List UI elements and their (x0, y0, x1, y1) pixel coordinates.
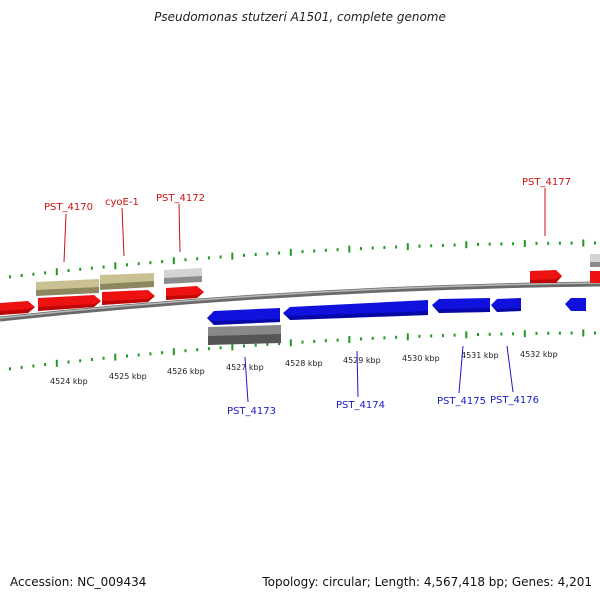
gene-arrow-pst-4174[interactable] (283, 300, 428, 320)
ruler-label: 4525 kbp (109, 372, 147, 381)
feature-box[interactable] (164, 268, 202, 284)
feature-box[interactable] (590, 254, 600, 267)
genome-title: Pseudomonas stutzeri A1501, complete gen… (154, 10, 446, 24)
gene-label-pst-4172[interactable]: PST_4172 (156, 193, 205, 204)
gene-arrow-cyoe-1[interactable] (102, 290, 155, 305)
ruler-label: 4527 kbp (226, 363, 264, 372)
ruler-label: 4530 kbp (402, 354, 440, 363)
gene-arrow-pst-4176[interactable] (491, 298, 521, 312)
ruler-label: 4531 kbp (461, 351, 499, 360)
leader-line (63, 213, 67, 263)
ruler-label: 4528 kbp (285, 359, 323, 368)
ruler-label: 4532 kbp (520, 350, 558, 359)
inner-tick-track (9, 329, 596, 371)
gene-arrow-pst-4177[interactable] (530, 270, 562, 283)
accession-text: Accession: NC_009434 (10, 575, 147, 589)
outer-tick-track (9, 239, 596, 279)
gene-arrow-reverse[interactable] (565, 298, 586, 311)
gene-label-pst-4175[interactable]: PST_4175 (437, 396, 486, 407)
gene-label-pst-4174[interactable]: PST_4174 (336, 400, 385, 411)
feature-box[interactable] (208, 325, 281, 345)
gene-label-leaders (63, 188, 546, 403)
gene-arrow-forward[interactable] (0, 301, 35, 315)
leader-line (178, 203, 181, 253)
leader-line (506, 345, 514, 393)
leader-line (121, 207, 125, 257)
gene-arrow-pst-4170[interactable] (38, 295, 101, 311)
ruler-labels: 4524 kbp 4525 kbp 4526 kbp 4527 kbp 4528… (50, 350, 558, 386)
gene-label-pst-4173[interactable]: PST_4173 (227, 406, 276, 417)
ruler-label: 4524 kbp (50, 377, 88, 386)
gene-arrow-pst-4172[interactable] (166, 286, 204, 300)
gene-label-pst-4177[interactable]: PST_4177 (522, 177, 571, 188)
genome-backbone-highlight (0, 282, 600, 319)
leader-line (244, 356, 249, 403)
gene-arrow-pst-4175[interactable] (432, 298, 490, 313)
gene-labels: PST_4170 cyoE-1 PST_4172 PST_4177 PST_41… (44, 177, 571, 417)
ruler-label: 4529 kbp (343, 356, 381, 365)
gene-arrow-pst-4173[interactable] (207, 308, 280, 325)
feature-box[interactable] (36, 279, 99, 296)
gene-arrow-forward[interactable] (590, 271, 600, 283)
genome-summary-text: Topology: circular; Length: 4,567,418 bp… (262, 575, 592, 589)
leader-line (458, 345, 464, 394)
genome-backbone (0, 281, 600, 322)
gene-label-pst-4176[interactable]: PST_4176 (490, 395, 539, 406)
reverse-gene-track (207, 298, 586, 325)
ruler-label: 4526 kbp (167, 367, 205, 376)
gene-label-cyoe-1[interactable]: cyoE-1 (105, 197, 139, 208)
forward-gene-track (0, 270, 600, 315)
feature-box[interactable] (100, 273, 154, 290)
leader-line (356, 350, 359, 398)
outer-feature-track (36, 254, 600, 345)
gene-label-pst-4170[interactable]: PST_4170 (44, 202, 93, 213)
